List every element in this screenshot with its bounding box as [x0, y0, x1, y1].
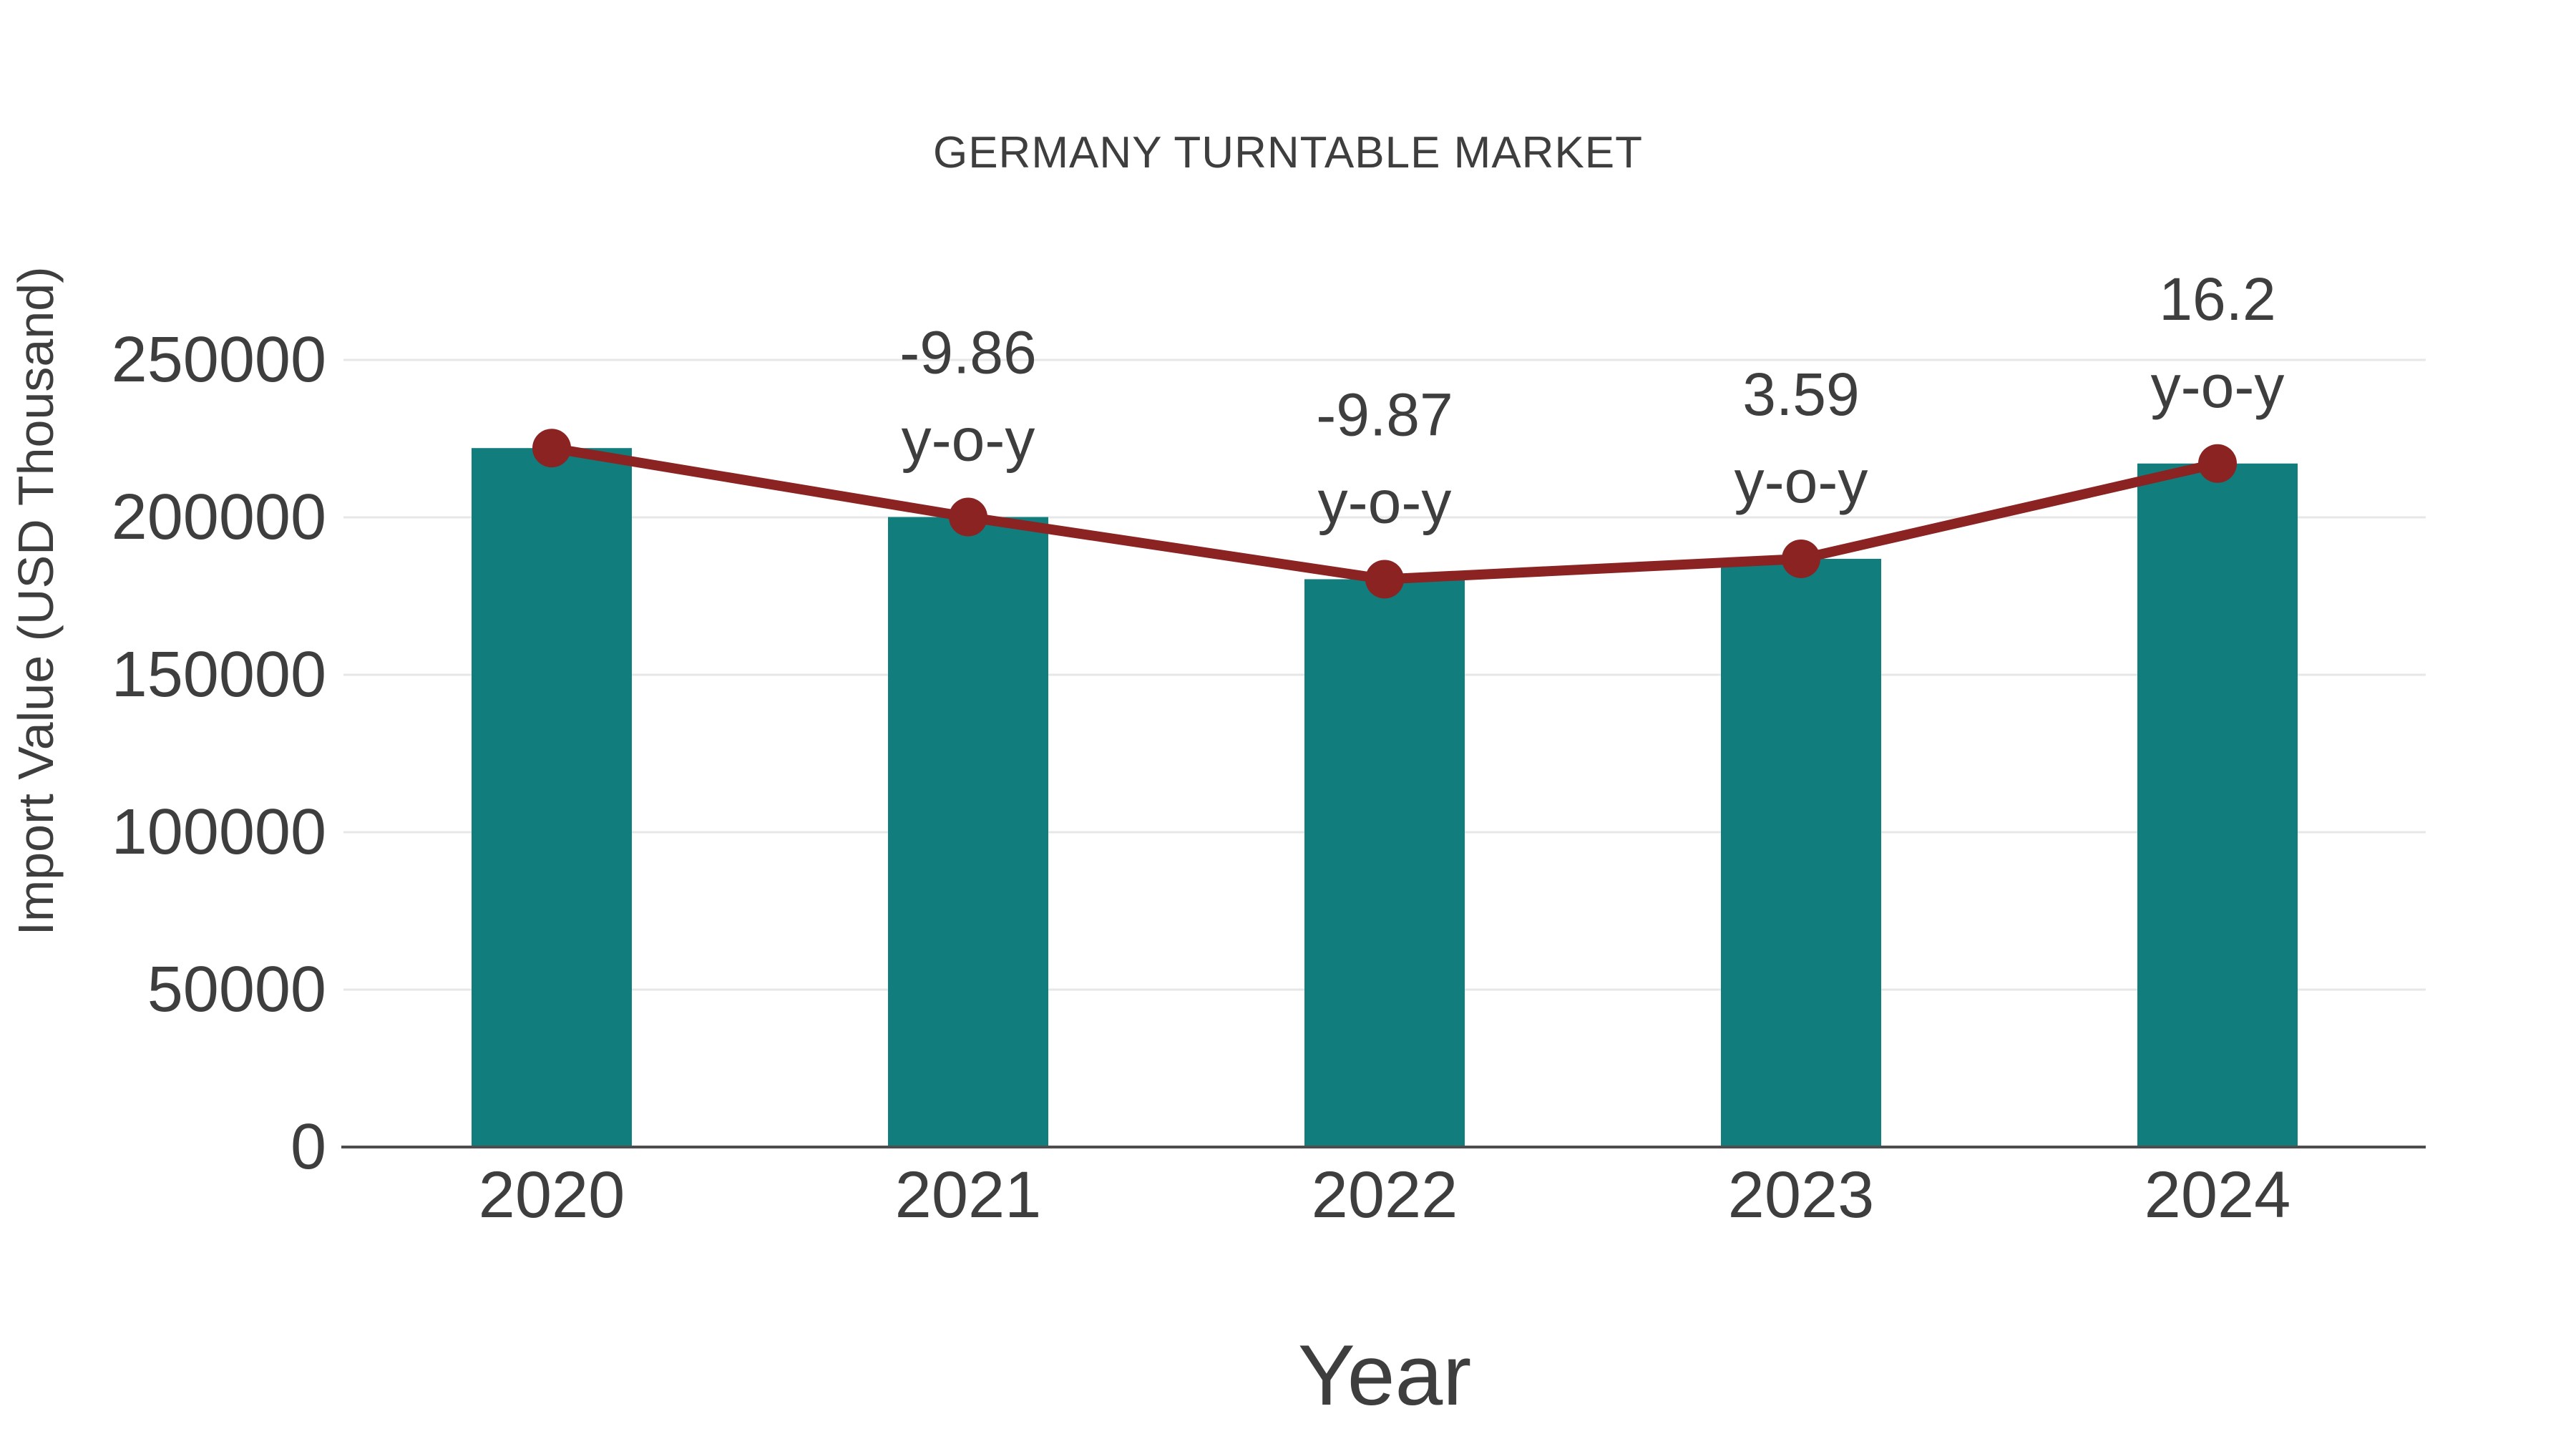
- x-tick-label: 2024: [2145, 1158, 2291, 1231]
- y-tick-label: 200000: [112, 482, 326, 553]
- bar-2023: [1721, 558, 1881, 1147]
- trend-marker-2024: [2198, 444, 2237, 483]
- trend-marker-2021: [949, 497, 987, 537]
- bar-2020: [472, 448, 632, 1147]
- y-tick-label: 150000: [112, 639, 326, 711]
- x-axis-title: Year: [1297, 1327, 1472, 1423]
- yoy-value-label-2024: 16.2: [2159, 265, 2276, 333]
- y-tick-label: 0: [291, 1111, 326, 1183]
- yoy-suffix-label-2022: y-o-y: [1318, 468, 1452, 535]
- y-tick-label: 100000: [112, 796, 326, 868]
- bar-2024: [2137, 463, 2298, 1147]
- yoy-value-label-2023: 3.59: [1742, 361, 1860, 428]
- bar-2021: [888, 517, 1048, 1147]
- y-tick-label: 50000: [147, 954, 326, 1025]
- y-tick-label: 250000: [112, 324, 326, 396]
- x-tick-label: 2021: [895, 1158, 1042, 1231]
- bar-2022: [1304, 579, 1465, 1147]
- trend-marker-2020: [532, 429, 571, 468]
- x-tick-label: 2020: [479, 1158, 625, 1231]
- yoy-value-label-2021: -9.86: [899, 319, 1036, 386]
- trend-marker-2022: [1365, 560, 1404, 599]
- trend-marker-2023: [1782, 539, 1820, 578]
- yoy-suffix-label-2021: y-o-y: [902, 406, 1035, 474]
- x-tick-label: 2022: [1312, 1158, 1458, 1231]
- yoy-value-label-2022: -9.87: [1316, 381, 1453, 448]
- x-tick-label: 2023: [1728, 1158, 1875, 1231]
- chart-title: GERMANY TURNTABLE MARKET: [932, 128, 1644, 177]
- yoy-suffix-label-2024: y-o-y: [2151, 353, 2285, 420]
- yoy-suffix-label-2023: y-o-y: [1735, 448, 1868, 515]
